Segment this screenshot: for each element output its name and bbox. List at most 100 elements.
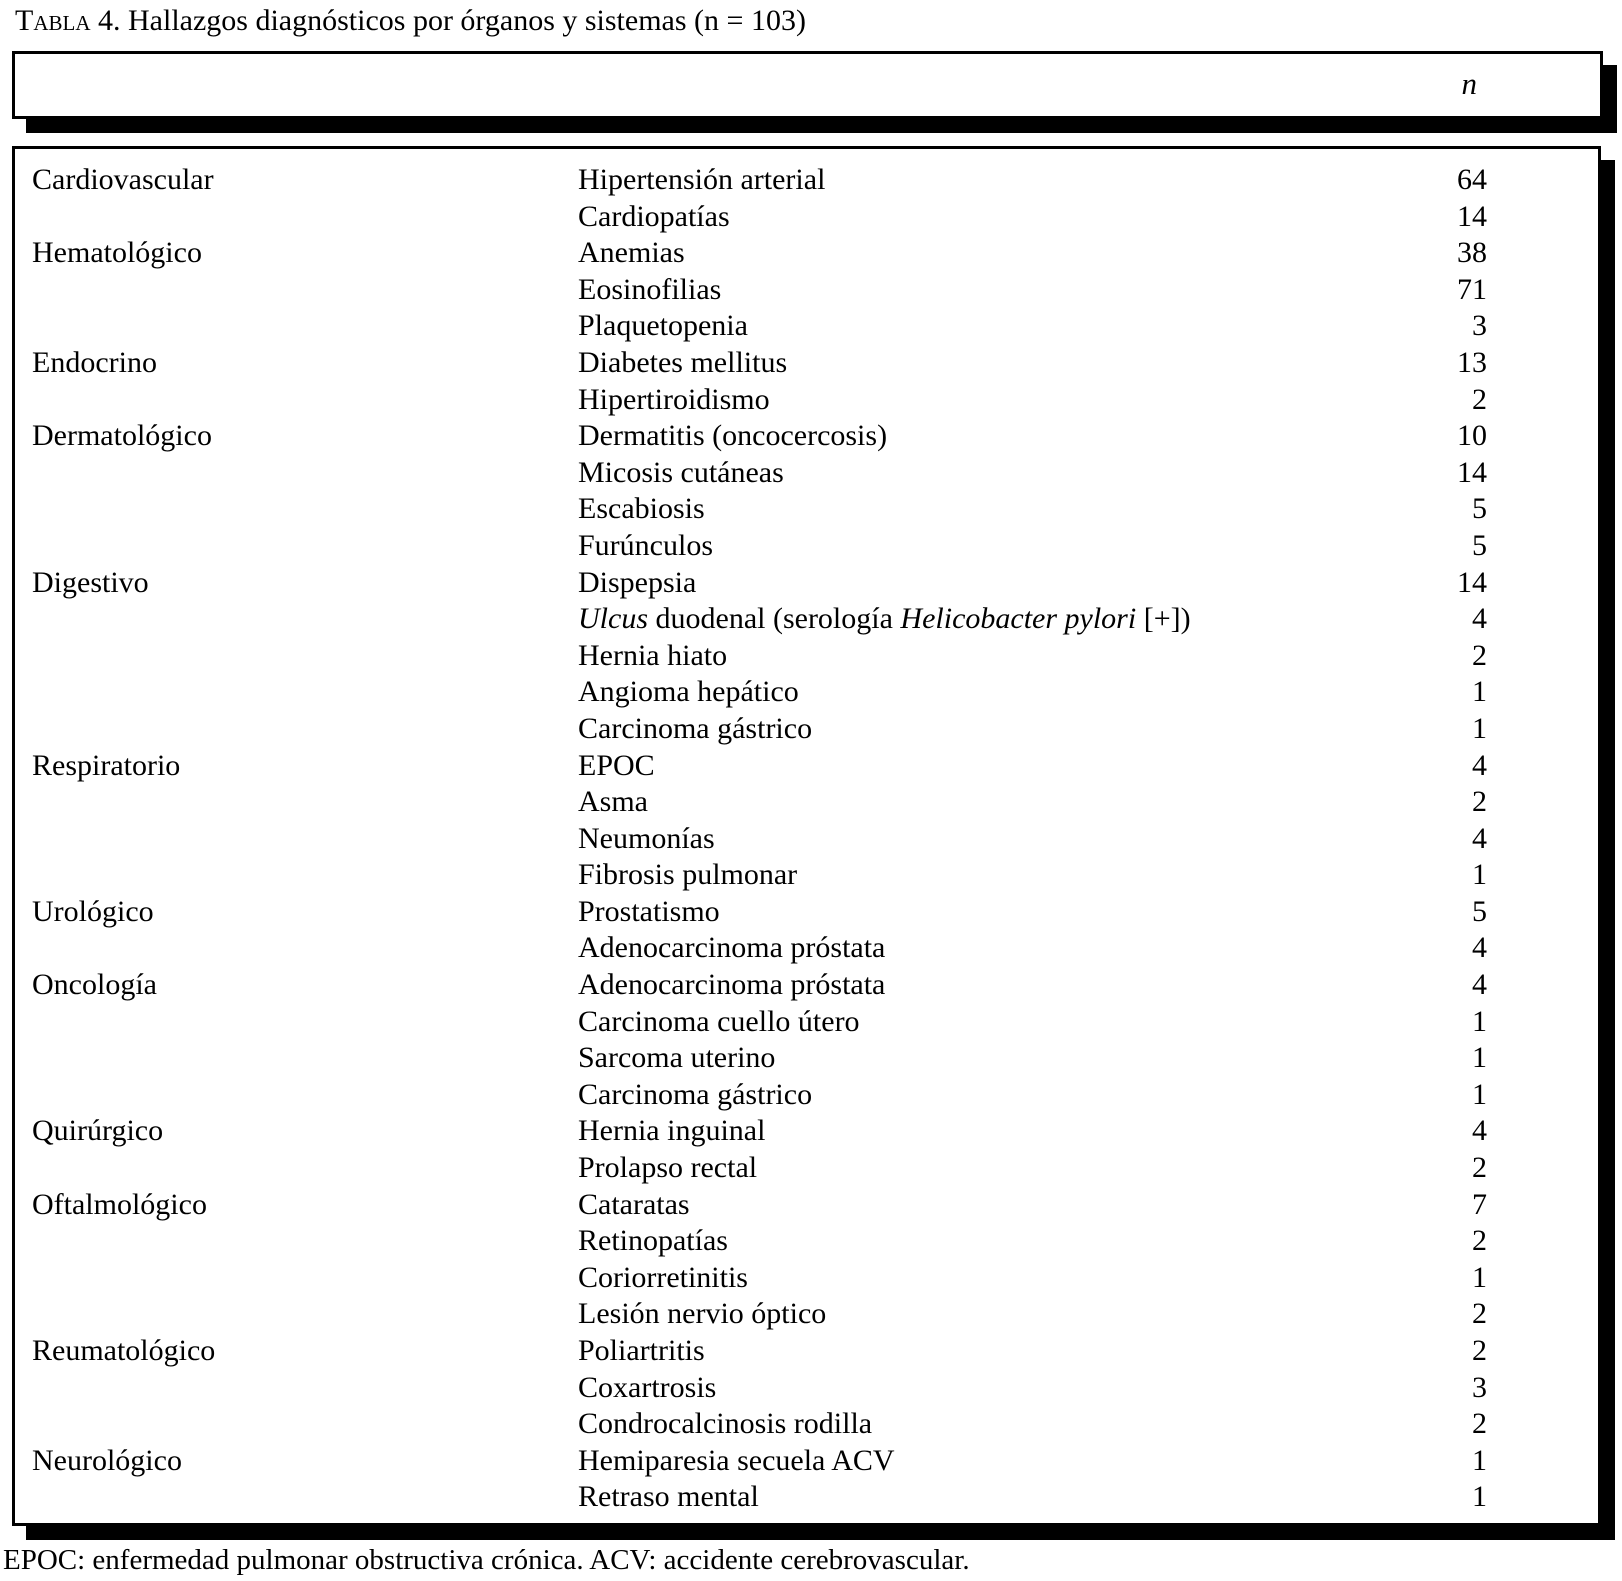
table-rows: Cardiovascular Hipertensión arterial 64 Car…	[15, 149, 1598, 1516]
count-cell: 4	[1472, 602, 1487, 636]
table-title: Tabla 4. Hallazgos diagnósticos por órga…	[15, 4, 806, 38]
count-cell: 2	[1472, 785, 1487, 819]
system-cell	[32, 1479, 578, 1516]
system-cell: Neurológico	[32, 1443, 182, 1477]
finding-cell: Condrocalcinosis rodilla	[578, 1407, 873, 1441]
count-cell: 2	[1472, 382, 1487, 416]
finding-cell: Dispepsia	[578, 565, 697, 599]
count-cell: 7	[1472, 1187, 1487, 1221]
finding-cell: Dermatitis (oncocercosis)	[578, 419, 888, 453]
system-cell: Oftalmológico	[32, 1187, 207, 1221]
count-cell: 1	[1472, 675, 1487, 709]
system-cell: Dermatológico	[32, 419, 212, 453]
system-cell	[32, 1223, 578, 1260]
count-cell: 1	[1472, 1443, 1487, 1477]
finding-cell: Asma	[578, 785, 648, 819]
count-cell: 5	[1472, 492, 1487, 526]
finding-cell: Ulcus duodenal (serología Helicobacter p…	[578, 601, 1457, 638]
system-cell	[32, 528, 578, 565]
count-cell: 4	[1472, 748, 1487, 782]
finding-cell: Diabetes mellitus	[578, 345, 788, 379]
count-cell: 1	[1472, 711, 1487, 745]
system-cell	[32, 382, 578, 419]
system-cell: Digestivo	[32, 565, 149, 599]
count-cell: 3	[1472, 309, 1487, 343]
finding-cell: Hipertiroidismo	[578, 382, 770, 416]
system-cell	[32, 1260, 578, 1297]
count-cell: 71	[1457, 272, 1487, 306]
count-cell: 2	[1472, 1297, 1487, 1331]
count-cell: 3	[1472, 1370, 1487, 1404]
finding-cell: Prostatismo	[578, 894, 720, 928]
table-body-box: Cardiovascular Hipertensión arterial 64 Car…	[12, 146, 1601, 1526]
finding-italic-segment: Helicobacter pylori	[900, 602, 1137, 636]
count-cell: 1	[1472, 1480, 1487, 1514]
finding-cell: Escabiosis	[578, 492, 705, 526]
finding-cell: Fibrosis pulmonar	[578, 858, 798, 892]
finding-cell: Carcinoma cuello útero	[578, 1004, 860, 1038]
finding-cell: Retraso mental	[578, 1480, 759, 1514]
system-cell: Hematológico	[32, 236, 202, 270]
system-cell	[32, 455, 578, 492]
system-cell	[32, 1406, 578, 1443]
finding-cell: Micosis cutáneas	[578, 455, 784, 489]
finding-cell: Adenocarcinoma próstata	[578, 931, 886, 965]
count-cell: 4	[1472, 968, 1487, 1002]
system-cell: Respiratorio	[32, 748, 181, 782]
count-cell: 2	[1472, 1224, 1487, 1258]
count-cell: 2	[1472, 1151, 1487, 1185]
finding-cell: Carcinoma gástrico	[578, 1077, 813, 1111]
count-cell: 14	[1457, 199, 1487, 233]
count-cell: 5	[1472, 528, 1487, 562]
count-cell: 1	[1472, 1260, 1487, 1294]
count-cell: 4	[1472, 931, 1487, 965]
count-cell: 38	[1457, 236, 1487, 270]
finding-cell: Coriorretinitis	[578, 1260, 748, 1294]
count-cell: 2	[1472, 1334, 1487, 1367]
table-footnote: EPOC: enfermedad pulmonar obstructiva cr…	[3, 1544, 970, 1576]
count-cell: 5	[1472, 894, 1487, 928]
system-cell	[32, 199, 578, 236]
finding-cell: Angioma hepático	[578, 675, 799, 709]
finding-cell: Hipertensión arterial	[578, 163, 826, 196]
system-cell: Oncología	[32, 968, 157, 1002]
finding-cell: Anemias	[578, 236, 685, 270]
count-cell: 1	[1472, 1077, 1487, 1111]
finding-text-segment: duodenal (serología	[648, 602, 901, 636]
finding-cell: Carcinoma gástrico	[578, 711, 813, 745]
system-cell	[32, 930, 578, 967]
count-cell: 4	[1472, 821, 1487, 855]
count-cell: 13	[1457, 345, 1487, 379]
finding-italic-segment: Ulcus	[578, 602, 648, 636]
system-cell	[32, 821, 578, 858]
finding-cell: EPOC	[578, 748, 655, 782]
system-cell	[32, 1077, 578, 1114]
system-cell: Endocrino	[32, 345, 157, 379]
finding-cell: Hernia hiato	[578, 638, 728, 672]
system-cell	[32, 1004, 578, 1041]
system-cell	[32, 1040, 578, 1077]
finding-cell: Hernia inguinal	[578, 1114, 766, 1148]
system-cell: Urológico	[32, 894, 154, 928]
count-cell: 1	[1472, 1041, 1487, 1075]
system-cell	[32, 308, 578, 345]
system-cell	[32, 601, 578, 638]
finding-cell: Lesión nervio óptico	[578, 1297, 827, 1331]
system-cell	[32, 857, 578, 894]
count-column-header: n	[1461, 66, 1478, 101]
table-title-rest: 4. Hallazgos diagnósticos por órganos y …	[90, 4, 806, 37]
finding-cell: Plaquetopenia	[578, 309, 748, 343]
system-cell	[32, 784, 578, 821]
system-cell	[32, 638, 578, 675]
table-title-prefix: Tabla	[15, 4, 91, 37]
count-cell: 14	[1457, 455, 1487, 489]
finding-cell: Retinopatías	[578, 1224, 728, 1258]
finding-cell: Hemiparesia secuela ACV	[578, 1443, 895, 1477]
finding-cell: Prolapso rectal	[578, 1151, 758, 1185]
finding-cell: Coxartrosis	[578, 1370, 717, 1404]
finding-cell: Adenocarcinoma próstata	[578, 968, 886, 1002]
system-cell: Cardiovascular	[32, 163, 214, 196]
finding-cell: Cardiopatías	[578, 199, 730, 233]
system-cell	[32, 711, 578, 748]
finding-text-segment: [+])	[1136, 602, 1191, 636]
